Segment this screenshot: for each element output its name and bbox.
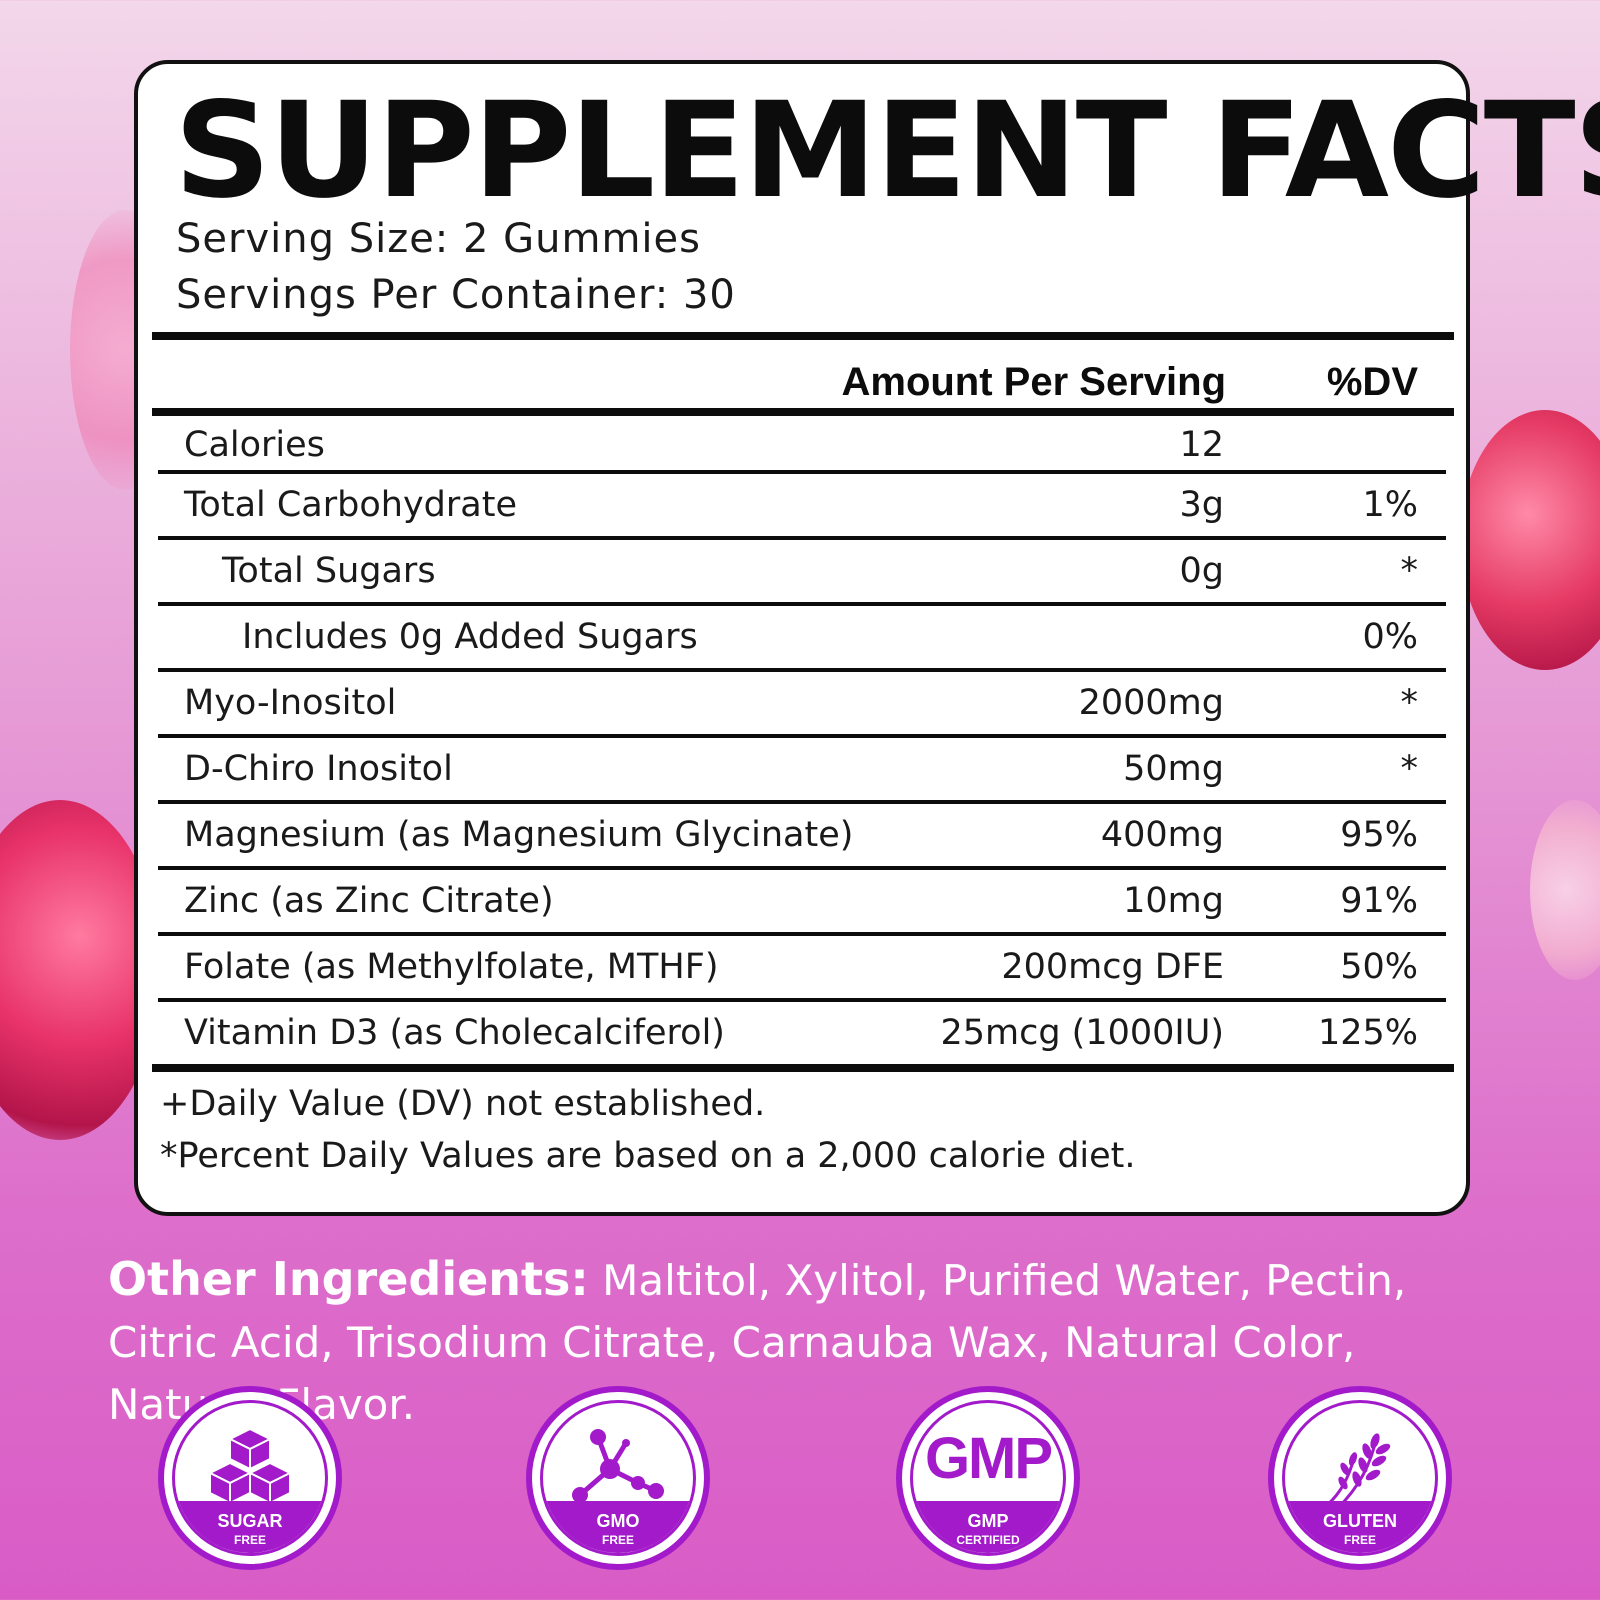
facts-row: Total Sugars 0g * xyxy=(138,540,1466,602)
serving-size: Serving Size: 2 Gummies xyxy=(176,216,701,262)
badge-band xyxy=(913,1501,1063,1553)
row-dv: 91% xyxy=(1340,881,1418,921)
facts-row: Myo-Inositol 2000mg * xyxy=(138,672,1466,734)
row-dv: 50% xyxy=(1340,947,1418,987)
row-name: Myo-Inositol xyxy=(184,683,397,723)
row-name: Calories xyxy=(184,425,325,465)
row-name: Magnesium (as Magnesium Glycinate) xyxy=(184,815,854,855)
badge-line1: GLUTEN xyxy=(1323,1511,1397,1531)
badge-line1: GMP xyxy=(967,1511,1009,1531)
row-amount: 400mg xyxy=(1100,815,1224,855)
raspberry-decoration-right xyxy=(1460,410,1600,670)
row-name: Total Carbohydrate xyxy=(184,485,517,525)
row-divider xyxy=(158,800,1446,804)
facts-row: Zinc (as Zinc Citrate) 10mg 91% xyxy=(138,870,1466,932)
badge-gmo-free: GMO FREE xyxy=(526,1386,710,1570)
row-amount: 50mg xyxy=(1123,749,1224,789)
badge-line1: SUGAR xyxy=(217,1511,283,1531)
facts-row: Total Carbohydrate 3g 1% xyxy=(138,474,1466,536)
row-amount: 200mcg DFE xyxy=(1001,947,1224,987)
facts-row: Magnesium (as Magnesium Glycinate) 400mg… xyxy=(138,804,1466,866)
footnote-percent-dv: *Percent Daily Values are based on a 2,0… xyxy=(160,1136,1136,1176)
row-divider xyxy=(158,536,1446,540)
molecule-icon xyxy=(572,1429,664,1503)
row-amount: 10mg xyxy=(1123,881,1224,921)
row-name: Folate (as Methylfolate, MTHF) xyxy=(184,947,719,987)
badge-band xyxy=(1285,1501,1435,1553)
badge-line2: CERTIFIED xyxy=(956,1533,1020,1547)
row-amount: 25mcg (1000IU) xyxy=(940,1013,1224,1053)
row-divider xyxy=(158,602,1446,606)
row-divider xyxy=(158,668,1446,672)
raspberry-decoration-left xyxy=(0,800,160,1140)
row-divider xyxy=(158,866,1446,870)
row-amount: 2000mg xyxy=(1078,683,1224,723)
panel-title: SUPPLEMENT FACTS xyxy=(174,74,1600,228)
row-dv: * xyxy=(1400,683,1419,723)
other-ingredients: Other Ingredients: Maltitol, Xylitol, Pu… xyxy=(108,1248,1508,1436)
row-name: Vitamin D3 (as Cholecalciferol) xyxy=(184,1013,725,1053)
badge-line2: FREE xyxy=(1343,1533,1376,1547)
other-ingredients-label: Other Ingredients: xyxy=(108,1252,589,1306)
facts-row: Calories 12 xyxy=(138,414,1466,476)
row-amount: 12 xyxy=(1179,425,1224,465)
row-amount: 0g xyxy=(1179,551,1225,591)
header-dv: %DV xyxy=(1326,360,1418,404)
facts-row: Includes 0g Added Sugars 0% xyxy=(138,606,1466,668)
facts-row: D-Chiro Inositol 50mg * xyxy=(138,738,1466,800)
badge-band xyxy=(175,1501,325,1553)
badge-gmp-certified: GMP GMP CERTIFIED xyxy=(896,1386,1080,1570)
badge-gluten-free: GLUTEN FREE xyxy=(1268,1386,1452,1570)
row-dv: 125% xyxy=(1317,1013,1418,1053)
facts-row: Vitamin D3 (as Cholecalciferol) 25mcg (1… xyxy=(138,1002,1466,1064)
servings-per-container: Servings Per Container: 30 xyxy=(176,272,736,318)
row-name: Total Sugars xyxy=(222,551,436,591)
badge-band xyxy=(543,1501,693,1553)
gmp-mark: GMP xyxy=(924,1426,1053,1491)
row-divider xyxy=(158,734,1446,738)
row-name: Includes 0g Added Sugars xyxy=(242,617,698,657)
row-dv: * xyxy=(1400,749,1419,789)
row-name: D-Chiro Inositol xyxy=(184,749,453,789)
row-name: Zinc (as Zinc Citrate) xyxy=(184,881,554,921)
row-divider xyxy=(158,932,1446,936)
facts-row: Folate (as Methylfolate, MTHF) 200mcg DF… xyxy=(138,936,1466,998)
divider-header xyxy=(152,408,1454,416)
supplement-facts-panel: SUPPLEMENT FACTS Serving Size: 2 Gummies… xyxy=(134,60,1600,1216)
row-dv: 0% xyxy=(1362,617,1418,657)
row-amount: 3g xyxy=(1179,485,1225,525)
header-amount: Amount Per Serving xyxy=(841,360,1226,404)
badge-line2: FREE xyxy=(233,1533,266,1547)
badge-line1: GMO xyxy=(596,1511,640,1531)
raspberry-decoration-right-low xyxy=(1530,800,1600,980)
footnote-dv-not-established: +Daily Value (DV) not established. xyxy=(160,1084,766,1124)
row-divider xyxy=(158,998,1446,1002)
badge-line2: FREE xyxy=(601,1533,634,1547)
row-dv: * xyxy=(1400,551,1419,591)
badge-sugar-free: SUGAR FREE xyxy=(158,1386,342,1570)
divider-top xyxy=(152,332,1454,340)
divider-bottom xyxy=(152,1064,1454,1072)
row-dv: 1% xyxy=(1362,485,1418,525)
other-ingredients-text: Maltitol, Xylitol, Purified Water, Pecti… xyxy=(108,1256,1407,1429)
row-dv: 95% xyxy=(1340,815,1418,855)
row-divider xyxy=(158,470,1446,474)
sugar-cubes-icon xyxy=(207,1427,293,1505)
